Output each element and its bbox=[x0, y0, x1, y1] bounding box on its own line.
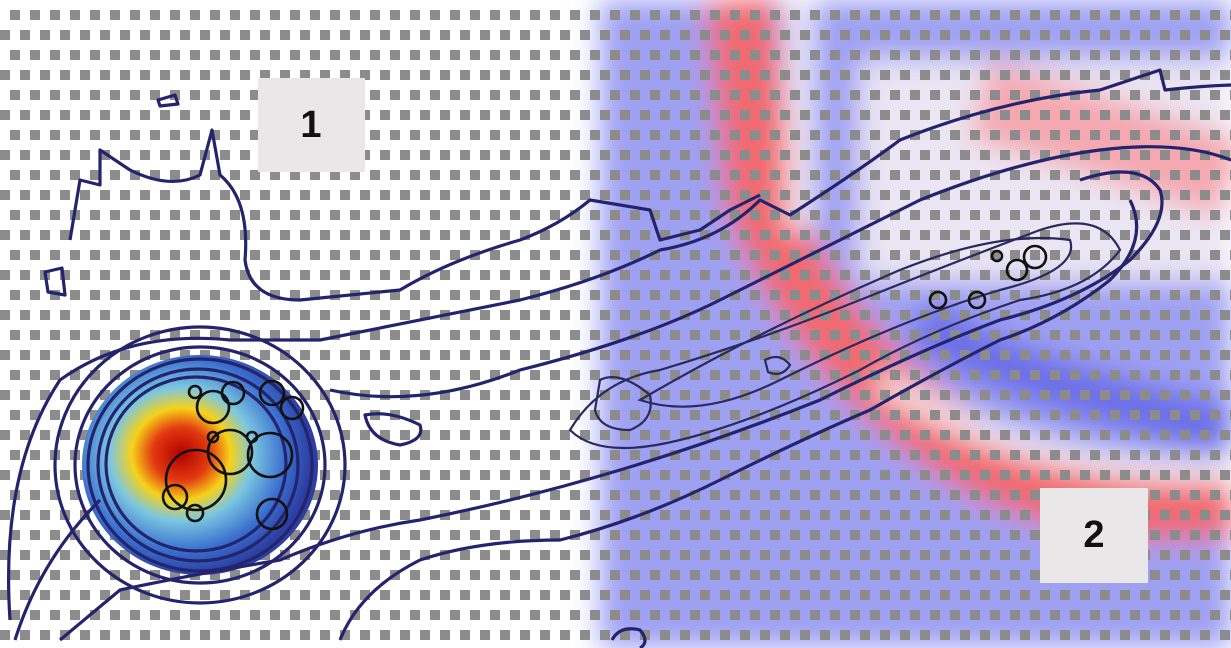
panel-label-2: 2 bbox=[1040, 488, 1148, 583]
panel-label-1: 1 bbox=[258, 78, 365, 172]
figure: 1 2 bbox=[0, 0, 1231, 648]
label-text: 1 bbox=[300, 104, 321, 146]
label-text: 2 bbox=[1083, 514, 1104, 556]
page: 1 2 (() => { const data = JSON.parse(doc… bbox=[0, 0, 1231, 648]
